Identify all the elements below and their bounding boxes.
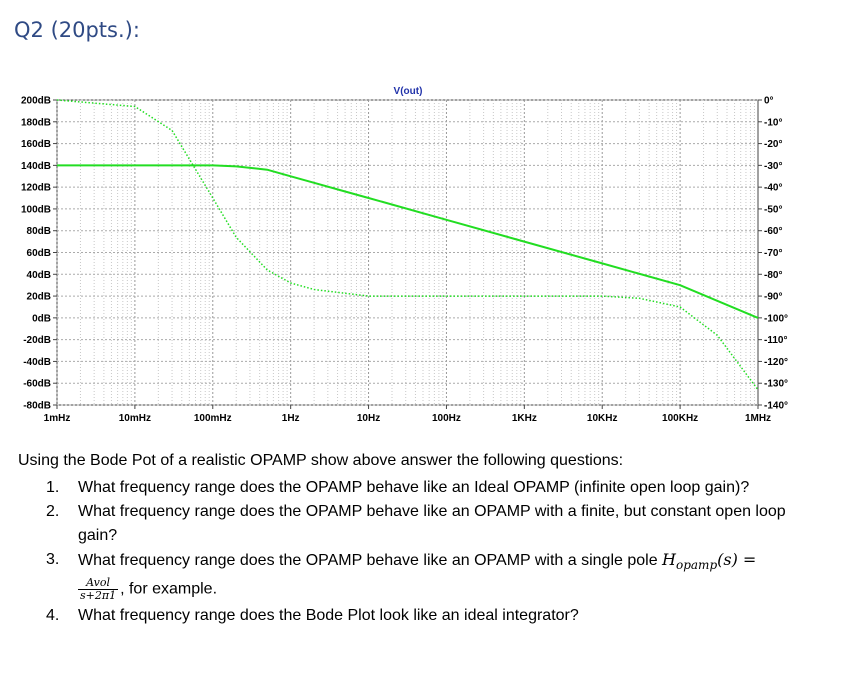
x-tick-label: 10mHz (119, 413, 151, 424)
y-left-tick-label: 60dB (27, 248, 51, 259)
y-right-axis: 0° -10° -20° -30° -40° -50° -60° -70° -80° -90° -1… (758, 96, 788, 412)
question-text: What frequency range does the OPAMP beha… (78, 503, 786, 544)
fraction-numerator: Avol (78, 577, 119, 591)
math-argument: (s) = (717, 550, 757, 569)
question-item: 4. What frequency range does the Bode Pl… (46, 604, 816, 628)
x-tick-label: 100KHz (662, 413, 698, 424)
magnitude-line (57, 164, 759, 319)
y-left-tick-label: 120dB (21, 183, 51, 194)
y-right-tick-label: -140° (764, 401, 788, 412)
y-left-tick-label: 40dB (27, 270, 51, 281)
math-symbol: H (662, 550, 676, 569)
x-tick-label: 1Hz (282, 413, 300, 424)
phase-line (56, 99, 759, 391)
question-list: 1. What frequency range does the OPAMP b… (46, 476, 816, 628)
y-left-axis: 200dB 180dB 160dB 140dB 120dB 100dB 80dB 60dB 40… (21, 96, 57, 412)
y-right-tick-label: -40° (764, 183, 782, 194)
chart-title: V(out) (394, 86, 423, 97)
y-right-tick-label: -100° (764, 313, 788, 324)
question-number: 4. (46, 607, 60, 624)
question-item: 3. What frequency range does the OPAMP b… (46, 548, 816, 604)
y-left-tick-label: -60dB (23, 379, 51, 390)
question-item: 1. What frequency range does the OPAMP b… (46, 476, 816, 500)
y-right-tick-label: 0° (764, 96, 774, 107)
y-left-tick-label: 180dB (21, 117, 51, 128)
y-left-tick-label: -80dB (23, 401, 51, 412)
bode-plot: 200dB 180dB 160dB 140dB 120dB 100dB 80dB 60dB 40… (21, 86, 788, 424)
question-tail: , for example. (120, 580, 218, 598)
y-left-tick-label: 80dB (27, 226, 51, 237)
x-tick-label: 100mHz (194, 413, 232, 424)
y-right-tick-label: -120° (764, 357, 788, 368)
math-subscript: opamp (676, 558, 718, 573)
intro-text: Using the Bode Pot of a realistic OPAMP … (18, 452, 624, 469)
y-left-tick-label: 100dB (21, 204, 51, 215)
question-text: What frequency range does the OPAMP beha… (78, 552, 658, 569)
x-tick-label: 10KHz (587, 413, 618, 424)
y-right-tick-label: -30° (764, 161, 782, 172)
y-right-tick-label: -20° (764, 139, 782, 150)
x-tick-label: 100Hz (432, 413, 461, 424)
y-right-tick-label: -70° (764, 248, 782, 259)
question-text: What frequency range does the Bode Plot … (78, 607, 579, 624)
x-tick-label: 1mHz (44, 413, 71, 424)
question-number: 3. (46, 551, 60, 568)
y-right-tick-label: -80° (764, 270, 782, 281)
plot-grid (56, 99, 758, 406)
x-tick-label: 1KHz (512, 413, 537, 424)
x-tick-label: 10Hz (357, 413, 380, 424)
question-item: 2. What frequency range does the OPAMP b… (46, 500, 816, 548)
y-right-tick-label: -60° (764, 226, 782, 237)
y-left-tick-label: -40dB (23, 357, 51, 368)
y-right-tick-label: -90° (764, 292, 782, 303)
y-right-tick-label: -110° (764, 335, 787, 346)
x-tick-label: 1MHz (745, 413, 771, 424)
y-left-tick-label: 200dB (21, 96, 51, 107)
question-title: Q2 (20pts.): (14, 18, 140, 42)
y-right-tick-label: -50° (764, 204, 782, 215)
y-left-tick-label: 0dB (32, 313, 51, 324)
y-left-tick-label: -20dB (23, 335, 51, 346)
question-number: 2. (46, 503, 60, 520)
question-number: 1. (46, 479, 60, 496)
question-text: What frequency range does the OPAMP beha… (78, 479, 750, 496)
y-left-tick-label: 160dB (21, 139, 51, 150)
y-left-tick-label: 140dB (21, 161, 51, 172)
y-right-tick-label: -10° (764, 117, 782, 128)
fraction: Avol s+2π1 (78, 577, 119, 603)
transfer-function: Hopamp(s) = (662, 550, 757, 573)
y-right-tick-label: -130° (764, 379, 788, 390)
fraction-denominator: s+2π1 (80, 589, 117, 603)
x-axis: 1mHz 10mHz 100mHz 1Hz 10Hz 100Hz 1KHz 10KHz 100K… (44, 405, 771, 424)
y-left-tick-label: 20dB (27, 292, 51, 303)
